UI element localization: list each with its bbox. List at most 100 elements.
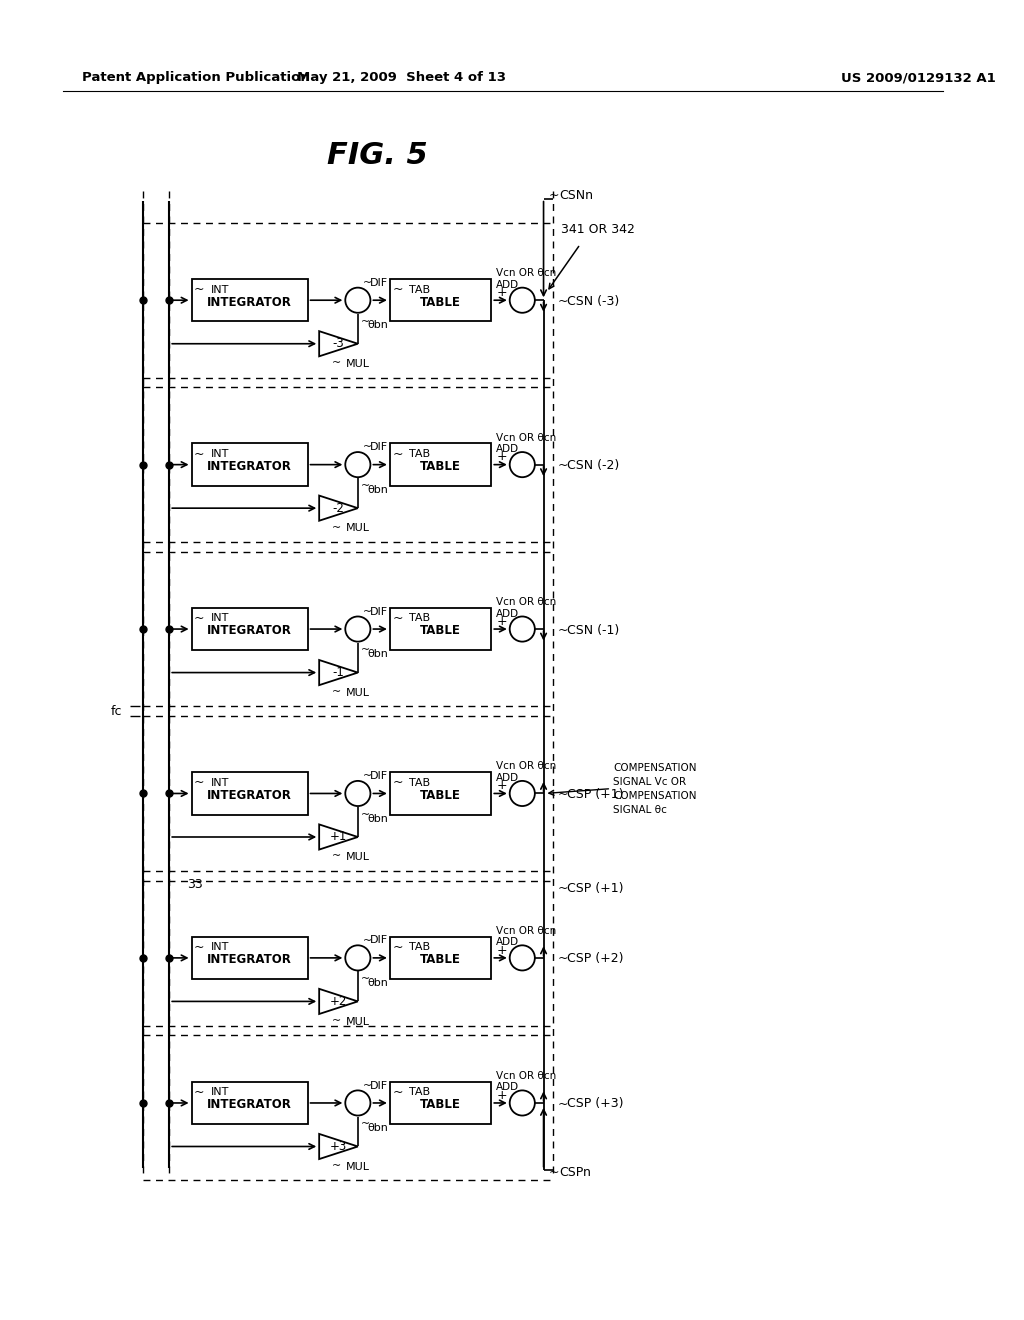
Text: INTEGRATOR: INTEGRATOR [207,1098,292,1111]
Text: θbn: θbn [368,813,388,824]
Text: +: + [497,779,507,792]
Text: ADD: ADD [497,609,519,619]
Text: ~: ~ [362,1081,372,1090]
Text: +: + [511,1090,522,1104]
Text: FIG. 5: FIG. 5 [327,141,428,170]
Bar [191,279,307,322]
Text: ~: ~ [194,776,205,789]
Text: Vcn OR θcn: Vcn OR θcn [497,762,556,771]
Text: TABLE: TABLE [420,1098,461,1111]
Text: +: + [511,957,522,970]
Text: DIF: DIF [370,771,388,781]
Text: +: + [497,286,507,298]
Text: ~: ~ [194,612,205,624]
Bar [390,937,492,979]
Text: INTEGRATOR: INTEGRATOR [207,789,292,803]
Text: +: + [511,945,522,960]
Text: −: − [347,451,358,466]
Bar [191,444,307,486]
Text: INTEGRATOR: INTEGRATOR [207,461,292,473]
Text: ~: ~ [332,358,341,368]
Text: ~: ~ [332,523,341,532]
Text: ~: ~ [332,686,341,697]
Text: TAB: TAB [410,1088,430,1097]
Text: ~: ~ [392,1086,402,1098]
Text: +: + [347,1102,358,1115]
Text: ADD: ADD [497,280,519,289]
Text: CSNn: CSNn [559,189,593,202]
Text: TAB: TAB [410,614,430,623]
Text: +: + [347,463,358,478]
Text: −: − [347,1090,358,1104]
Text: ~: ~ [392,941,402,954]
Polygon shape [319,660,357,685]
Text: +: + [497,615,507,628]
Text: INT: INT [211,1088,229,1097]
Bar [390,772,492,814]
Text: Vcn OR θcn: Vcn OR θcn [497,433,556,442]
Text: ~: ~ [360,809,370,820]
Text: ~: ~ [360,317,370,326]
Text: ~: ~ [392,282,402,296]
Text: ~: ~ [392,447,402,461]
Text: CSP (+1): CSP (+1) [566,882,624,895]
Text: TAB: TAB [410,942,430,952]
Text: +: + [497,1089,507,1102]
Text: 33: 33 [186,878,203,891]
Text: ~: ~ [558,952,568,965]
Text: TAB: TAB [410,777,430,788]
Text: fc: fc [111,705,122,718]
Text: θbn: θbn [368,484,388,495]
Text: CSPn: CSPn [559,1166,591,1179]
Text: ADD: ADD [497,774,519,783]
Text: -2: -2 [333,502,344,515]
Text: +: + [497,450,507,463]
Circle shape [510,616,535,642]
Text: +: + [511,1102,522,1115]
Text: -1: -1 [333,667,344,678]
Text: Vcn OR θcn: Vcn OR θcn [497,597,556,607]
Circle shape [345,1090,371,1115]
Text: TABLE: TABLE [420,624,461,638]
Polygon shape [319,331,357,356]
Text: −: − [347,945,358,960]
Circle shape [345,781,371,807]
Text: +: + [511,616,522,630]
Text: MUL: MUL [346,1162,371,1172]
Bar [191,1081,307,1125]
Text: ~: ~ [362,277,372,288]
Text: ~: ~ [392,612,402,624]
Text: ~: ~ [558,788,568,801]
Text: INTEGRATOR: INTEGRATOR [207,624,292,638]
Text: +: + [347,792,358,807]
Text: +: + [511,451,522,466]
Text: ADD: ADD [497,1082,519,1093]
Text: TABLE: TABLE [420,789,461,803]
Text: Vcn OR θcn: Vcn OR θcn [497,925,556,936]
Bar [191,937,307,979]
Bar [390,607,492,651]
Text: INT: INT [211,942,229,952]
Circle shape [345,288,371,313]
Text: DIF: DIF [370,442,388,453]
Text: MUL: MUL [346,1016,371,1027]
Text: ~: ~ [549,189,559,202]
Polygon shape [319,495,357,520]
Text: TAB: TAB [410,285,430,294]
Bar [390,1081,492,1125]
Text: θbn: θbn [368,1123,388,1133]
Circle shape [510,451,535,478]
Text: INT: INT [211,614,229,623]
Text: ~: ~ [194,282,205,296]
Text: −: − [347,288,358,301]
Bar [390,444,492,486]
Text: +3: +3 [330,1140,347,1152]
Text: -3: -3 [333,337,344,350]
Text: +: + [511,780,522,795]
Circle shape [345,451,371,478]
Text: ~: ~ [362,607,372,616]
Text: ~: ~ [360,974,370,985]
Text: INT: INT [211,449,229,459]
Text: TABLE: TABLE [420,296,461,309]
Text: ~: ~ [362,936,372,945]
